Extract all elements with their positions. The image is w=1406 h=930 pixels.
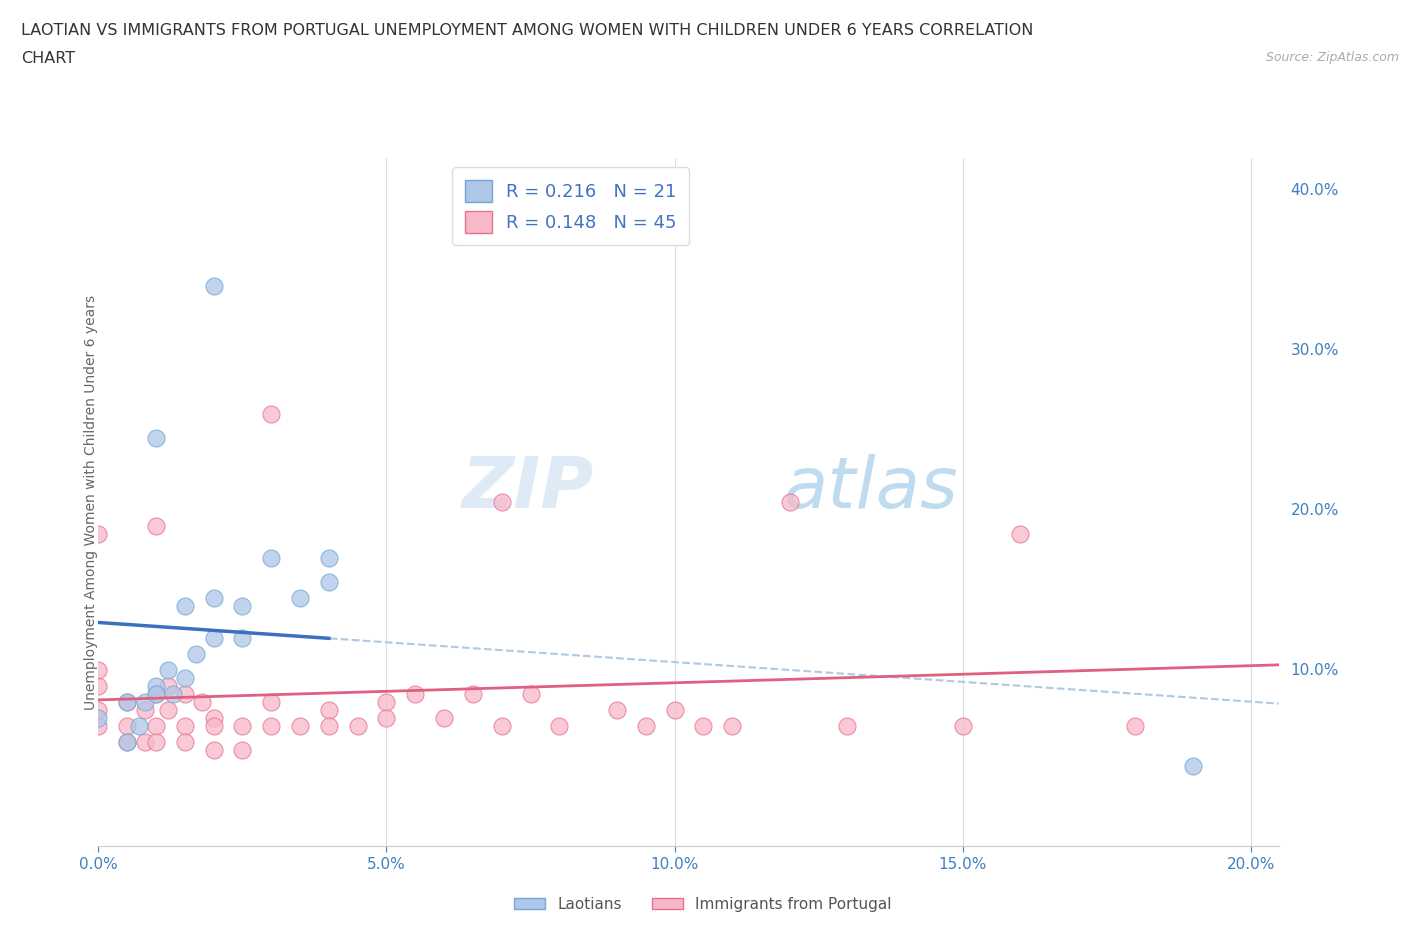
Text: CHART: CHART [21, 51, 75, 66]
Text: 30.0%: 30.0% [1291, 342, 1339, 358]
Point [202, 631, 225, 645]
Point [519, 687, 541, 702]
Point [87, 663, 110, 678]
Point [87, 679, 110, 694]
Y-axis label: Unemployment Among Women with Children Under 6 years: Unemployment Among Women with Children U… [84, 295, 98, 710]
Point [191, 695, 214, 710]
Point [156, 679, 179, 694]
Point [115, 695, 138, 710]
Point [134, 703, 156, 718]
Point [145, 679, 167, 694]
Point [260, 406, 283, 421]
Point [87, 711, 110, 725]
Text: 20.0%: 20.0% [1291, 503, 1339, 518]
Point [1010, 526, 1032, 541]
Point [375, 695, 398, 710]
Point [145, 719, 167, 734]
Point [173, 719, 195, 734]
Point [145, 687, 167, 702]
Point [202, 743, 225, 758]
Point [134, 735, 156, 750]
Point [318, 551, 340, 565]
Point [288, 719, 311, 734]
Point [952, 719, 974, 734]
Point [231, 719, 253, 734]
Text: ZIP: ZIP [463, 454, 595, 523]
Point [260, 719, 283, 734]
Point [288, 591, 311, 605]
Point [202, 591, 225, 605]
Point [634, 719, 657, 734]
Point [664, 703, 686, 718]
Point [433, 711, 456, 725]
Point [491, 495, 513, 510]
Legend: R = 0.216   N = 21, R = 0.148   N = 45: R = 0.216 N = 21, R = 0.148 N = 45 [453, 167, 689, 246]
Point [491, 719, 513, 734]
Point [404, 687, 426, 702]
Point [202, 279, 225, 294]
Point [260, 695, 283, 710]
Point [231, 631, 253, 645]
Point [145, 687, 167, 702]
Point [692, 719, 714, 734]
Point [721, 719, 744, 734]
Point [162, 687, 184, 702]
Point [128, 719, 150, 734]
Point [134, 695, 156, 710]
Point [173, 735, 195, 750]
Text: 10.0%: 10.0% [1291, 663, 1339, 678]
Point [231, 599, 253, 614]
Point [1182, 759, 1205, 774]
Point [202, 711, 225, 725]
Point [173, 687, 195, 702]
Point [779, 495, 801, 510]
Point [375, 711, 398, 725]
Text: atlas: atlas [783, 454, 957, 523]
Point [1125, 719, 1147, 734]
Point [461, 687, 484, 702]
Point [156, 703, 179, 718]
Point [173, 599, 195, 614]
Point [145, 735, 167, 750]
Point [115, 735, 138, 750]
Text: LAOTIAN VS IMMIGRANTS FROM PORTUGAL UNEMPLOYMENT AMONG WOMEN WITH CHILDREN UNDER: LAOTIAN VS IMMIGRANTS FROM PORTUGAL UNEM… [21, 23, 1033, 38]
Point [318, 703, 340, 718]
Point [145, 431, 167, 445]
Point [87, 703, 110, 718]
Point [318, 719, 340, 734]
Point [837, 719, 859, 734]
Point [548, 719, 571, 734]
Text: Source: ZipAtlas.com: Source: ZipAtlas.com [1265, 51, 1399, 64]
Legend: Laotians, Immigrants from Portugal: Laotians, Immigrants from Portugal [509, 891, 897, 918]
Point [260, 551, 283, 565]
Point [156, 663, 179, 678]
Point [115, 719, 138, 734]
Point [145, 519, 167, 534]
Point [87, 526, 110, 541]
Point [186, 646, 208, 661]
Point [202, 719, 225, 734]
Point [115, 735, 138, 750]
Point [115, 695, 138, 710]
Point [318, 575, 340, 590]
Text: 40.0%: 40.0% [1291, 182, 1339, 197]
Point [173, 671, 195, 685]
Point [87, 719, 110, 734]
Point [231, 743, 253, 758]
Point [606, 703, 628, 718]
Point [346, 719, 368, 734]
